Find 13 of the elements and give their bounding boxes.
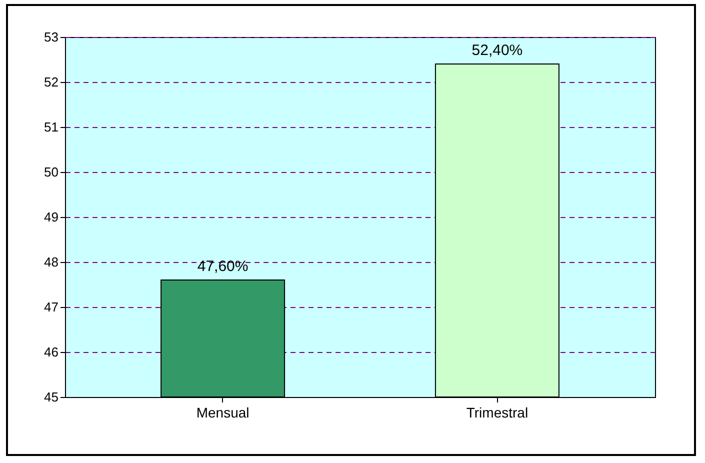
x-tick-label: Trimestral <box>466 404 528 420</box>
y-tick-label: 45 <box>44 390 58 404</box>
y-tick-label: 53 <box>44 30 58 44</box>
y-tick-label: 49 <box>44 210 58 224</box>
x-tick-label: Mensual <box>196 404 250 420</box>
y-tick-label: 48 <box>44 254 58 270</box>
data-label: 52,40% <box>472 42 523 59</box>
y-tick-label: 47 <box>44 300 58 314</box>
y-tick-label: 52 <box>44 74 58 90</box>
y-tick-label: 46 <box>44 344 58 360</box>
y-tick-label: 50 <box>44 164 58 180</box>
data-label: 47,60% <box>197 258 248 275</box>
y-tick-label: 51 <box>44 120 58 134</box>
